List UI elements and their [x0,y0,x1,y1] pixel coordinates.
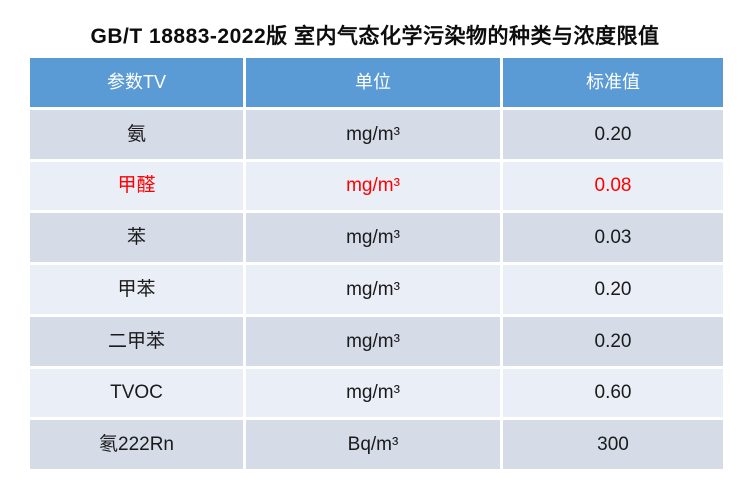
table-cell-param: 苯 [30,213,243,262]
table-cell-param: 甲醛 [30,161,243,211]
standards-table: 参数TV 单位 标准值 氨 mg/m³ 0.20 甲醛 mg/m³ 0.08 苯… [30,58,723,469]
table-cell-unit: mg/m³ [246,161,500,211]
table-cell-unit: mg/m³ [246,213,500,262]
table-cell-unit: mg/m³ [246,316,500,366]
table-cell-param: 氡222Rn [30,420,243,469]
table-cell-value: 0.20 [503,265,723,314]
table-header-value: 标准值 [503,58,723,107]
table-cell-value: 0.20 [503,316,723,366]
table-cell-value: 0.03 [503,213,723,262]
table-cell-param: 氨 [30,109,243,159]
table-cell-value: 300 [503,420,723,469]
page-title: GB/T 18883-2022版 室内气态化学污染物的种类与浓度限值 [90,25,660,48]
table-cell-param: 甲苯 [30,265,243,314]
table-cell-value: 0.08 [503,161,723,211]
table-header-unit: 单位 [246,58,500,107]
table-header-param: 参数TV [30,58,243,107]
table-cell-unit: Bq/m³ [246,420,500,469]
table-cell-value: 0.60 [503,368,723,418]
table-cell-param: 二甲苯 [30,316,243,366]
table-cell-unit: mg/m³ [246,109,500,159]
table-cell-value: 0.20 [503,109,723,159]
table-cell-unit: mg/m³ [246,265,500,314]
table-cell-unit: mg/m³ [246,368,500,418]
table-cell-param: TVOC [30,368,243,418]
